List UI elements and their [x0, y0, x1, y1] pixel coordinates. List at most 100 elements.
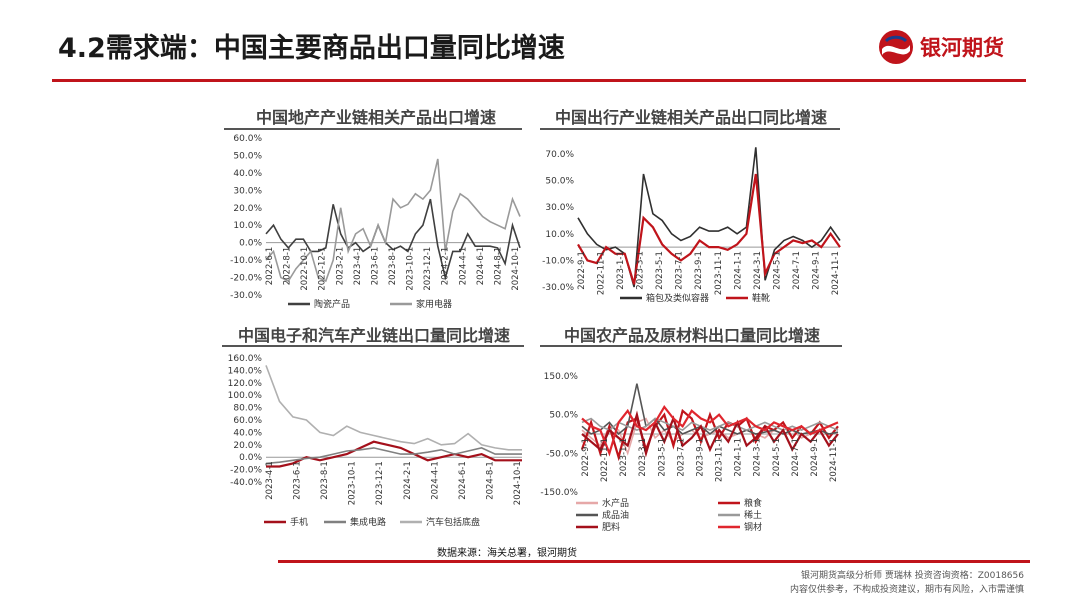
x-tick-label: 2023-11-1 [715, 438, 725, 482]
x-tick-label: 2023-4-1 [265, 461, 275, 500]
y-tick-label: 40.0% [233, 169, 262, 179]
chart-electronics-auto: 160.0% 140.0% 120.0% 100.0% 80.0% 60.0% 40.0% 2… [228, 354, 523, 528]
x-tick-label: 2023-8-1 [320, 461, 330, 500]
x-tick-label: 2023-1-1 [616, 251, 626, 290]
bottom-divider [278, 560, 1030, 563]
chart-title-underline [540, 128, 840, 130]
series-line [265, 158, 521, 283]
x-tick-label: 2024-1-1 [734, 438, 744, 477]
y-tick-label: -20.0% [230, 466, 262, 476]
x-tick-label: 2023-10-1 [406, 247, 416, 291]
y-tick-label: 50.0% [233, 151, 262, 161]
x-tick-label: 2023-10-1 [348, 461, 358, 505]
y-tick-label: -20.0% [230, 274, 262, 284]
chart-title-underline [540, 345, 842, 347]
legend-label: 稀土 [744, 509, 762, 521]
x-tick-label: 2024-9-1 [810, 438, 820, 477]
y-tick-label: -30.0% [542, 283, 574, 293]
series-line [265, 447, 522, 465]
y-tick-label: 30.0% [233, 186, 262, 196]
x-tick-label: 2024-6-1 [476, 247, 486, 286]
x-tick-label: 2023-6-1 [293, 461, 303, 500]
analyst-credit: 银河期货高级分析师 贾瑞林 投资咨询资格：Z0018656 [801, 571, 1024, 581]
y-tick-label: -30.0% [230, 291, 262, 301]
y-tick-label: 100.0% [228, 391, 263, 401]
brand-logo: 银河期货 [876, 26, 1036, 68]
chart-title: 中国地产产业链相关产品出口增速 [256, 108, 497, 127]
chart-title-underline [222, 345, 524, 347]
x-tick-label: 2022-10-1 [300, 247, 310, 291]
x-tick-label: 2023-2-1 [335, 247, 345, 286]
x-tick-label: 2023-12-1 [375, 461, 385, 505]
legend-label: 集成电路 [350, 516, 386, 528]
legend-label: 鞋靴 [752, 292, 770, 304]
x-tick-label: 2023-7-1 [675, 251, 685, 290]
x-tick-label: 2024-7-1 [791, 438, 801, 477]
series-line [581, 404, 839, 457]
logo-name: 银河期货 [920, 36, 1004, 60]
y-tick-label: -40.0% [230, 478, 262, 488]
series-line [577, 173, 841, 285]
x-tick-label: 2023-4-1 [353, 247, 363, 286]
x-tick-label: 2022-12-1 [318, 247, 328, 291]
y-tick-label: 120.0% [228, 379, 263, 389]
x-tick-label: 2023-8-1 [388, 247, 398, 286]
y-tick-label: 140.0% [228, 366, 263, 376]
x-tick-label: 2022-9-1 [581, 438, 591, 477]
x-tick-label: 2024-2-1 [441, 247, 451, 286]
x-tick-label: 2024-4-1 [430, 461, 440, 500]
series-line [265, 198, 521, 281]
legend-label: 水产品 [602, 497, 629, 509]
y-tick-label: 30.0% [545, 203, 574, 213]
data-source: 数据来源：海关总署，银河期货 [437, 548, 577, 559]
x-tick-label: 2024-5-1 [772, 251, 782, 290]
legend-label: 粮食 [744, 497, 762, 509]
x-tick-label: 2024-6-1 [458, 461, 468, 500]
x-tick-label: 2024-2-1 [403, 461, 413, 500]
y-tick-label: 160.0% [228, 354, 263, 364]
chart-real-estate: 60.0% 50.0% 40.0% 30.0% 20.0% 10.0% 0.0% -10.0%… [230, 134, 521, 310]
series-line [581, 410, 839, 458]
x-tick-label: 2023-12-1 [423, 247, 433, 291]
x-tick-label: 2023-1-1 [619, 438, 629, 477]
x-tick-label: 2023-9-1 [694, 251, 704, 290]
y-tick-label: -10.0% [230, 256, 262, 266]
y-tick-label: 20.0% [233, 441, 262, 451]
series-line [580, 408, 839, 462]
y-tick-label: 50.0% [549, 411, 578, 421]
y-tick-label: 10.0% [545, 230, 574, 240]
x-tick-label: 2024-8-1 [493, 247, 503, 286]
x-tick-label: 2024-10-1 [511, 247, 521, 291]
chart-title-underline [224, 128, 522, 130]
x-tick-label: 2022-6-1 [265, 247, 275, 286]
legend-label: 汽车包括底盘 [426, 516, 480, 528]
x-tick-label: 2022-9-1 [577, 251, 587, 290]
x-tick-label: 2023-5-1 [655, 251, 665, 290]
series-line [581, 417, 839, 432]
x-tick-label: 2024-3-1 [753, 251, 763, 290]
y-tick-label: 0.0% [239, 453, 262, 463]
x-tick-label: 2024-7-1 [792, 251, 802, 290]
y-tick-label: 60.0% [233, 134, 262, 144]
y-tick-label: 20.0% [233, 204, 262, 214]
y-tick-label: 0.0% [239, 239, 262, 249]
chart-travel: 70.0% 50.0% 30.0% 10.0% -10.0% -30.0% 2022-9-1… [542, 147, 841, 304]
y-tick-label: -150.0% [540, 488, 578, 498]
x-tick-label: 2023-3-1 [638, 438, 648, 477]
legend-label: 钢材 [744, 521, 762, 533]
y-tick-label: 70.0% [545, 150, 574, 160]
x-tick-label: 2024-11-1 [829, 438, 839, 482]
series-line [577, 147, 841, 288]
x-tick-label: 2022-11-1 [600, 438, 610, 482]
x-tick-label: 2023-9-1 [695, 438, 705, 477]
x-tick-label: 2024-11-1 [831, 251, 841, 295]
chart-agri-materials: 150.0% 50.0% -50.0% -150.0% 2022-9-1 2022-11-… [540, 372, 839, 533]
y-tick-label: 60.0% [233, 416, 262, 426]
y-tick-label: 10.0% [233, 221, 262, 231]
legend-label: 陶瓷产品 [314, 298, 350, 310]
logo-icon [879, 30, 913, 64]
x-tick-label: 2024-3-1 [753, 438, 763, 477]
y-tick-label: 40.0% [233, 428, 262, 438]
disclaimer: 内容仅供参考，不构成投资建议，期市有风险，入市需谨慎 [789, 585, 1024, 595]
x-tick-label: 2023-11-1 [714, 251, 724, 295]
